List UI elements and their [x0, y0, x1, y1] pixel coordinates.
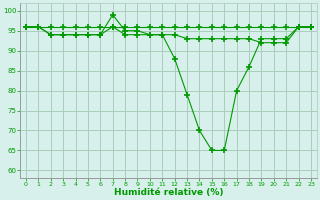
X-axis label: Humidité relative (%): Humidité relative (%) [114, 188, 223, 197]
